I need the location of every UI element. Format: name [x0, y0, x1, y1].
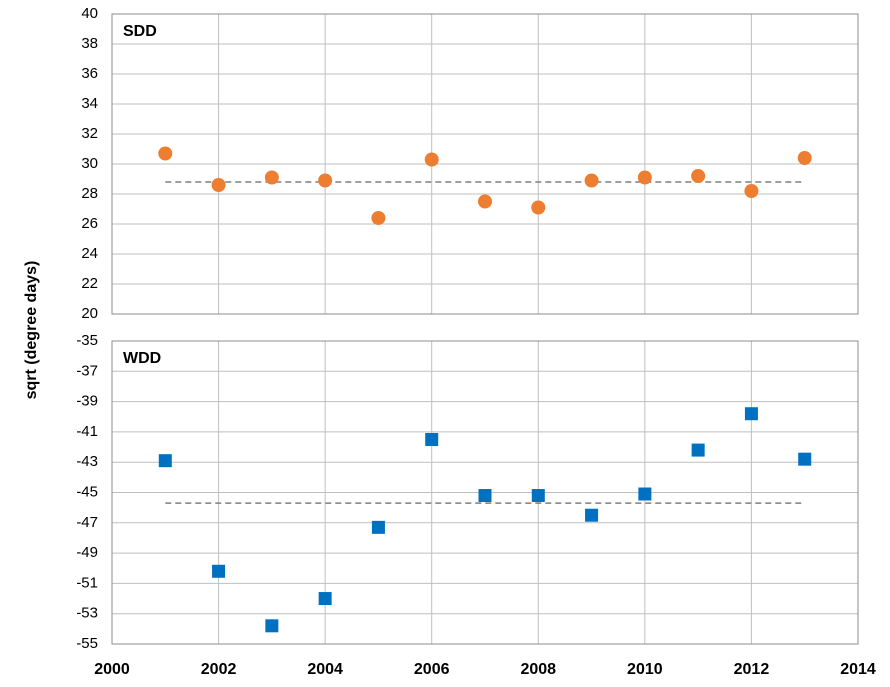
point — [638, 487, 652, 501]
point — [797, 151, 812, 165]
y-tick-label: 24 — [81, 245, 98, 262]
point — [478, 489, 492, 503]
panel-title: SDD — [123, 23, 157, 40]
y-tick-label: -45 — [76, 483, 98, 500]
x-tick-label: 2006 — [414, 661, 450, 678]
panel-title: WDD — [123, 350, 161, 367]
y-tick-label: -41 — [76, 423, 98, 440]
plot-border — [111, 340, 859, 645]
point — [212, 564, 226, 578]
point — [211, 178, 226, 192]
plot-border — [111, 13, 859, 315]
point — [531, 489, 545, 503]
y-tick-label: -55 — [76, 635, 98, 652]
y-tick-label: -43 — [76, 453, 98, 470]
point — [691, 443, 705, 457]
point — [371, 211, 386, 225]
point — [318, 173, 333, 188]
y-tick-label: 40 — [81, 5, 98, 22]
point — [744, 184, 759, 198]
point — [478, 194, 492, 209]
y-tick-label: 28 — [81, 185, 98, 202]
x-tick-label: 2014 — [840, 661, 876, 678]
y-tick-label: -49 — [76, 544, 98, 561]
y-tick-label: 20 — [81, 305, 98, 322]
point — [425, 432, 439, 446]
point — [158, 146, 173, 161]
point — [744, 407, 758, 421]
y-tick-label: -47 — [76, 514, 98, 531]
y-tick-label: 26 — [81, 215, 98, 232]
y-tick-label: -53 — [76, 605, 98, 622]
x-tick-label: 2008 — [520, 661, 556, 678]
x-tick-label: 2012 — [734, 661, 770, 678]
y-tick-label: -51 — [76, 574, 98, 591]
point — [158, 454, 172, 468]
y-tick-label: -35 — [76, 332, 98, 349]
point — [531, 200, 546, 215]
y-tick-label: 30 — [81, 155, 98, 172]
point — [584, 173, 599, 188]
y-tick-label: 34 — [81, 95, 98, 112]
x-tick-label: 2002 — [201, 661, 237, 678]
point — [424, 152, 439, 167]
y-tick-label: -37 — [76, 362, 98, 379]
y-tick-label: -39 — [76, 393, 98, 410]
y-tick-label: 36 — [81, 65, 98, 82]
point — [585, 508, 599, 522]
x-tick-label: 2000 — [94, 661, 130, 678]
y-tick-label: 38 — [81, 35, 98, 52]
x-tick-label: 2004 — [307, 661, 343, 678]
point — [637, 170, 652, 185]
point — [265, 619, 279, 633]
point — [371, 520, 385, 534]
y-tick-label: 32 — [81, 125, 98, 142]
y-tick-label: 22 — [81, 275, 98, 292]
point — [264, 170, 279, 185]
point — [318, 592, 332, 606]
y-axis-label: sqrt (degree days) — [23, 261, 40, 400]
point — [798, 452, 812, 466]
x-tick-label: 2010 — [627, 661, 663, 678]
point — [691, 169, 706, 183]
